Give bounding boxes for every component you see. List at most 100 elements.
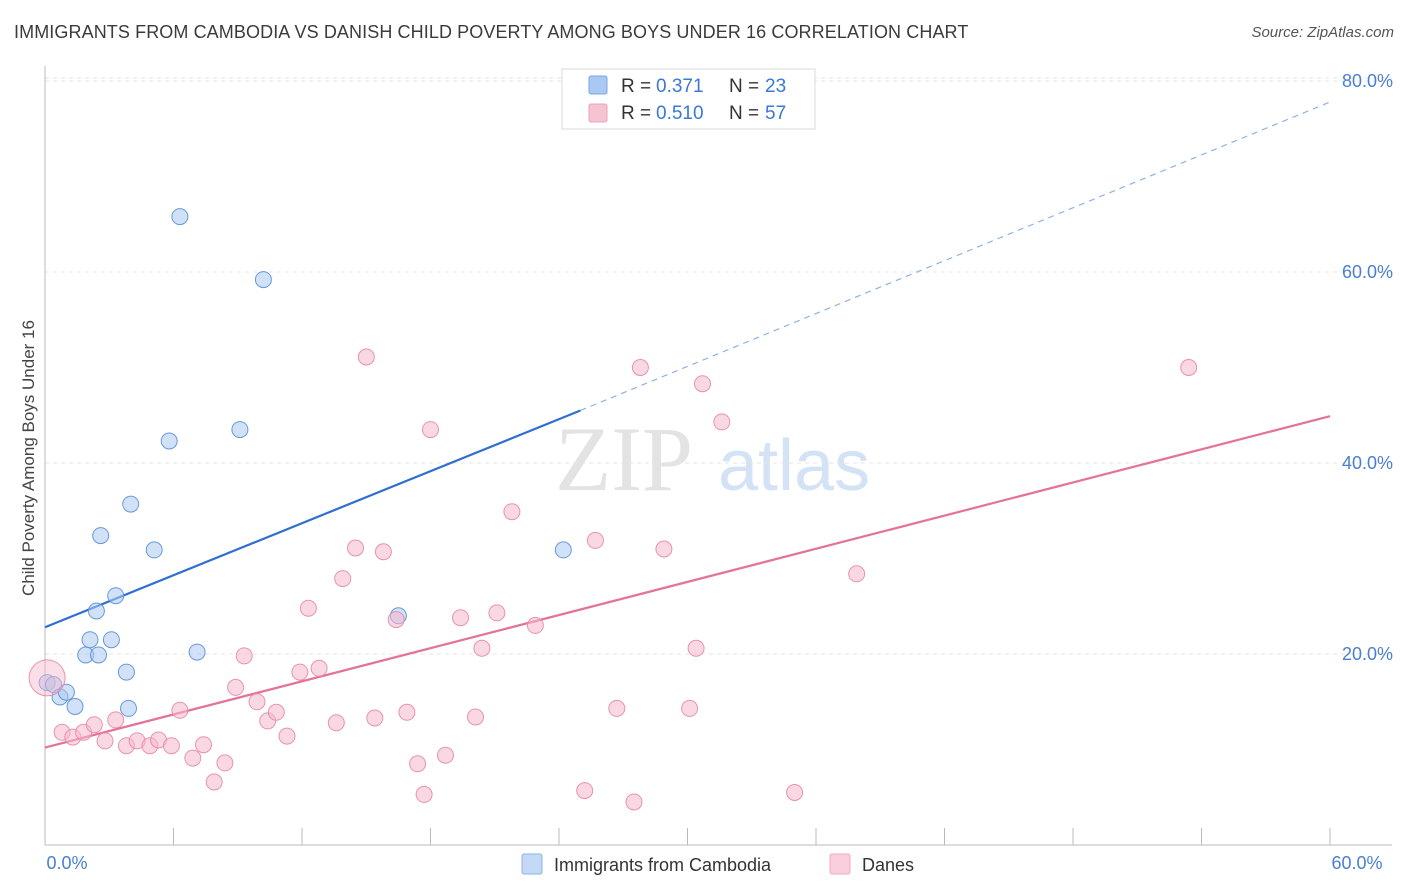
y-tick-label-20: 20.0% bbox=[1342, 644, 1393, 664]
danes-point bbox=[96, 732, 114, 750]
danes-point bbox=[713, 413, 731, 431]
legend-r-label-1: R = bbox=[621, 76, 651, 97]
danes-point bbox=[171, 701, 189, 719]
series-legend-swatch-cambodia bbox=[521, 853, 543, 875]
danes-point bbox=[473, 639, 491, 657]
watermark-atlas: atlas bbox=[718, 426, 870, 506]
danes-point bbox=[347, 539, 364, 557]
trend-line-cambodia-projection bbox=[580, 101, 1331, 412]
legend-n-value-1: 23 bbox=[765, 76, 786, 97]
danes-point bbox=[374, 543, 392, 561]
danes-point bbox=[437, 746, 454, 764]
danes-point bbox=[1180, 359, 1198, 376]
danes-point bbox=[503, 503, 521, 521]
cambodia-point bbox=[120, 699, 137, 717]
danes-point bbox=[387, 611, 405, 629]
danes-point bbox=[278, 727, 296, 745]
cambodia-point bbox=[188, 643, 206, 661]
legend-r-value-2: 0.510 bbox=[656, 103, 704, 124]
cambodia-point bbox=[107, 587, 125, 605]
danes-point bbox=[357, 348, 375, 366]
danes-point bbox=[608, 699, 626, 717]
danes-point bbox=[415, 785, 433, 803]
legend-r-value-1: 0.371 bbox=[656, 76, 704, 97]
cambodia-point bbox=[90, 646, 107, 664]
series-legend-label-danes: Danes bbox=[862, 855, 914, 875]
danes-point bbox=[267, 703, 285, 721]
danes-point bbox=[848, 565, 866, 583]
danes-point bbox=[366, 709, 384, 727]
series-legend-swatch-danes bbox=[829, 853, 851, 875]
legend-n-label-2: N = bbox=[729, 103, 759, 124]
danes-point bbox=[526, 616, 544, 634]
legend-swatch-cambodia bbox=[588, 75, 608, 95]
danes-point bbox=[681, 699, 699, 717]
danes-point bbox=[467, 708, 484, 726]
y-axis-label: Child Poverty Among Boys Under 16 bbox=[19, 320, 38, 596]
cambodia-point bbox=[87, 602, 105, 620]
trend-lines bbox=[44, 101, 1331, 749]
cambodia-point bbox=[554, 541, 572, 559]
danes-point bbox=[327, 714, 345, 732]
data-points bbox=[28, 208, 1198, 811]
legend-swatch-danes bbox=[588, 103, 608, 123]
danes-point bbox=[452, 609, 469, 627]
watermark-zip: ZIP bbox=[555, 408, 693, 510]
danes-point bbox=[227, 678, 245, 696]
danes-point bbox=[184, 749, 202, 767]
y-tick-label-80: 80.0% bbox=[1342, 71, 1393, 91]
y-tick-label-40: 40.0% bbox=[1342, 453, 1393, 473]
danes-point bbox=[248, 693, 266, 711]
danes-point bbox=[310, 659, 328, 677]
cambodia-point bbox=[102, 631, 120, 649]
stats-legend: R = 0.371 N = 23 R = 0.510 N = 57 bbox=[561, 68, 816, 130]
y-tick-label-60: 60.0% bbox=[1342, 262, 1393, 282]
danes-point bbox=[162, 737, 180, 755]
chart-title: IMMIGRANTS FROM CAMBODIA VS DANISH CHILD… bbox=[14, 22, 969, 42]
danes-point bbox=[409, 755, 427, 773]
cambodia-point bbox=[81, 631, 99, 649]
danes-point bbox=[398, 703, 416, 721]
series-legend-label-cambodia: Immigrants from Cambodia bbox=[554, 855, 772, 875]
legend-n-label-1: N = bbox=[729, 76, 759, 97]
cambodia-point bbox=[254, 271, 272, 289]
cambodia-point bbox=[231, 421, 249, 439]
x-tick-label-start: 0.0% bbox=[46, 853, 87, 873]
cambodia-point bbox=[122, 495, 140, 513]
legend-r-label-2: R = bbox=[621, 103, 651, 124]
danes-point bbox=[85, 716, 103, 734]
danes-point bbox=[655, 540, 673, 558]
trend-line-danes bbox=[44, 415, 1331, 749]
danes-point bbox=[625, 793, 643, 811]
axes bbox=[44, 66, 1392, 846]
danes-point bbox=[576, 782, 594, 800]
danes-point bbox=[205, 773, 223, 791]
legend-n-value-2: 57 bbox=[765, 103, 786, 124]
cambodia-point bbox=[66, 698, 84, 715]
cambodia-point bbox=[117, 663, 135, 681]
danes-point bbox=[422, 421, 439, 439]
danes-point bbox=[299, 599, 317, 617]
danes-point bbox=[488, 604, 506, 622]
danes-point bbox=[631, 359, 649, 376]
cambodia-point bbox=[92, 527, 110, 545]
danes-point bbox=[291, 663, 309, 681]
danes-point bbox=[786, 784, 804, 801]
danes-point bbox=[235, 647, 253, 665]
trend-line-cambodia bbox=[44, 409, 581, 629]
danes-point bbox=[586, 531, 604, 549]
x-tick-label-end: 60.0% bbox=[1331, 853, 1382, 873]
danes-point bbox=[216, 754, 234, 772]
danes-point bbox=[107, 711, 125, 729]
cambodia-point bbox=[171, 208, 189, 226]
danes-point bbox=[334, 570, 352, 588]
danes-point bbox=[195, 736, 212, 754]
danes-point bbox=[28, 659, 66, 697]
chart-source: Source: ZipAtlas.com bbox=[1251, 24, 1394, 41]
danes-point bbox=[687, 639, 705, 657]
tick-labels: 20.0% 40.0% 60.0% 80.0% 0.0% 60.0% bbox=[46, 71, 1393, 873]
cambodia-point bbox=[160, 432, 178, 450]
series-legend: Immigrants from Cambodia Danes bbox=[521, 853, 914, 875]
danes-point bbox=[694, 375, 711, 393]
